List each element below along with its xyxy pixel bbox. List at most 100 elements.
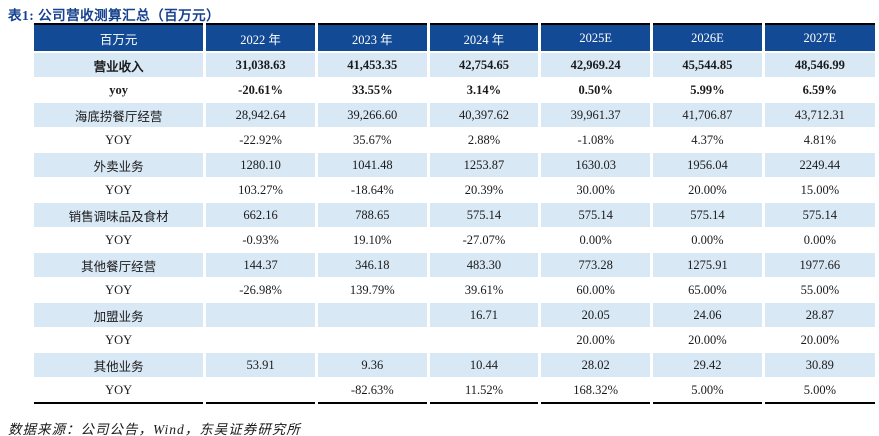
value-cell: 0.00% xyxy=(763,227,875,253)
row-label-cell: 销售调味品及食材 xyxy=(34,202,207,228)
table-row: yoy -20.61% 33.55% 3.14% 0.50% 5.99% 6.59% xyxy=(34,77,875,103)
row-label-cell: yoy xyxy=(34,77,207,103)
value-cell: 30.89 xyxy=(763,352,875,378)
header-cell-year: 2025E xyxy=(539,24,654,53)
value-cell: 168.32% xyxy=(539,377,654,404)
value-cell xyxy=(204,377,318,404)
value-cell: 53.91 xyxy=(204,352,318,378)
value-cell: 3.14% xyxy=(428,77,542,103)
header-cell-year: 2022 年 xyxy=(204,24,318,53)
source-note: 数据来源：公司公告，Wind，东吴证券研究所 xyxy=(8,422,301,436)
value-cell: 9.36 xyxy=(316,352,430,378)
page-title: 表1: 公司营收测算汇总（百万元） xyxy=(8,8,221,23)
value-cell: 139.79% xyxy=(316,277,430,303)
value-cell: 30.00% xyxy=(539,177,654,203)
row-label-cell: 其他业务 xyxy=(34,352,207,378)
value-cell: 39,961.37 xyxy=(539,102,654,128)
row-label-cell: 加盟业务 xyxy=(34,302,207,328)
value-cell: 20.00% xyxy=(651,327,765,353)
value-cell: 41,706.87 xyxy=(651,102,765,128)
value-cell: 0.00% xyxy=(651,227,765,253)
table-row: 加盟业务 16.71 20.05 24.06 28.87 xyxy=(34,302,875,328)
value-cell xyxy=(204,327,318,353)
value-cell: 1253.87 xyxy=(428,152,542,178)
value-cell: -18.64% xyxy=(316,177,430,203)
value-cell: -22.92% xyxy=(204,127,318,153)
row-label-cell: YOY xyxy=(34,177,207,203)
value-cell: 0.00% xyxy=(539,227,654,253)
row-label-cell: YOY xyxy=(34,377,207,404)
value-cell: 29.42 xyxy=(651,352,765,378)
row-label-cell: YOY xyxy=(34,277,207,303)
value-cell: 20.39% xyxy=(428,177,542,203)
value-cell: 575.14 xyxy=(539,202,654,228)
value-cell: 28.02 xyxy=(539,352,654,378)
table-row: YOY 20.00% 20.00% 20.00% xyxy=(34,327,875,353)
value-cell: 45,544.85 xyxy=(651,52,765,78)
value-cell: 41,453.35 xyxy=(316,52,430,78)
value-cell: 28,942.64 xyxy=(204,102,318,128)
table-row: 销售调味品及食材 662.16 788.65 575.14 575.14 575.14 57… xyxy=(34,202,875,228)
value-cell: 11.52% xyxy=(428,377,542,404)
row-label-cell: 其他餐厅经营 xyxy=(34,252,207,278)
table-row: YOY -82.63% 11.52% 168.32% 5.00% 5.00% xyxy=(34,377,875,404)
value-cell: 346.18 xyxy=(316,252,430,278)
value-cell xyxy=(316,327,430,353)
value-cell: 16.71 xyxy=(428,302,542,328)
value-cell: 5.00% xyxy=(651,377,765,404)
value-cell: 20.00% xyxy=(651,177,765,203)
row-label-cell: YOY xyxy=(34,127,207,153)
value-cell: 43,712.31 xyxy=(763,102,875,128)
value-cell: 24.06 xyxy=(651,302,765,328)
value-cell: 20.05 xyxy=(539,302,654,328)
value-cell: 4.81% xyxy=(763,127,875,153)
value-cell: 1630.03 xyxy=(539,152,654,178)
value-cell xyxy=(204,302,318,328)
table-row: 海底捞餐厅经营 28,942.64 39,266.60 40,397.62 39,961… xyxy=(34,102,875,128)
value-cell: 20.00% xyxy=(539,327,654,353)
value-cell: 42,969.24 xyxy=(539,52,654,78)
value-cell: 33.55% xyxy=(316,77,430,103)
value-cell: 788.65 xyxy=(316,202,430,228)
value-cell: 19.10% xyxy=(316,227,430,253)
table-row: YOY -26.98% 139.79% 39.61% 60.00% 65.00% 55.00… xyxy=(34,277,875,303)
table-row: 外卖业务 1280.10 1041.48 1253.87 1630.03 1956.04 2… xyxy=(34,152,875,178)
value-cell: 39,266.60 xyxy=(316,102,430,128)
value-cell: -26.98% xyxy=(204,277,318,303)
value-cell: -27.07% xyxy=(428,227,542,253)
row-label-cell: YOY xyxy=(34,327,207,353)
value-cell: -20.61% xyxy=(204,77,318,103)
value-cell: 65.00% xyxy=(651,277,765,303)
header-cell-year: 2027E xyxy=(763,24,875,53)
value-cell: 31,038.63 xyxy=(204,52,318,78)
value-cell: 1977.66 xyxy=(763,252,875,278)
table-row: YOY -22.92% 35.67% 2.88% -1.08% 4.37% 4.81% xyxy=(34,127,875,153)
header-cell-unit: 百万元 xyxy=(34,24,207,53)
value-cell: 10.44 xyxy=(428,352,542,378)
value-cell: 55.00% xyxy=(763,277,875,303)
value-cell: 144.37 xyxy=(204,252,318,278)
value-cell: 575.14 xyxy=(651,202,765,228)
table-row: 其他餐厅经营 144.37 346.18 483.30 773.28 1275.91 197… xyxy=(34,252,875,278)
table-row: 其他业务 53.91 9.36 10.44 28.02 29.42 30.89 xyxy=(34,352,875,378)
value-cell: 42,754.65 xyxy=(428,52,542,78)
value-cell: 662.16 xyxy=(204,202,318,228)
value-cell: 28.87 xyxy=(763,302,875,328)
value-cell: 4.37% xyxy=(651,127,765,153)
value-cell: 1956.04 xyxy=(651,152,765,178)
table-body: 营业收入 31,038.63 41,453.35 42,754.65 42,969.24… xyxy=(34,52,875,404)
value-cell: 2.88% xyxy=(428,127,542,153)
value-cell: 60.00% xyxy=(539,277,654,303)
value-cell: 483.30 xyxy=(428,252,542,278)
value-cell: -0.93% xyxy=(204,227,318,253)
value-cell: 5.99% xyxy=(651,77,765,103)
value-cell: 48,546.99 xyxy=(763,52,875,78)
table-row: 营业收入 31,038.63 41,453.35 42,754.65 42,969.24… xyxy=(34,52,875,78)
value-cell: 773.28 xyxy=(539,252,654,278)
value-cell: 1280.10 xyxy=(204,152,318,178)
table-row: YOY 103.27% -18.64% 20.39% 30.00% 20.00% 15.00… xyxy=(34,177,875,203)
row-label-cell: 外卖业务 xyxy=(34,152,207,178)
revenue-table: 百万元 2022 年 2023 年 2024 年 2025E 2026E 2027E 营业收… xyxy=(34,23,875,404)
value-cell: 35.67% xyxy=(316,127,430,153)
